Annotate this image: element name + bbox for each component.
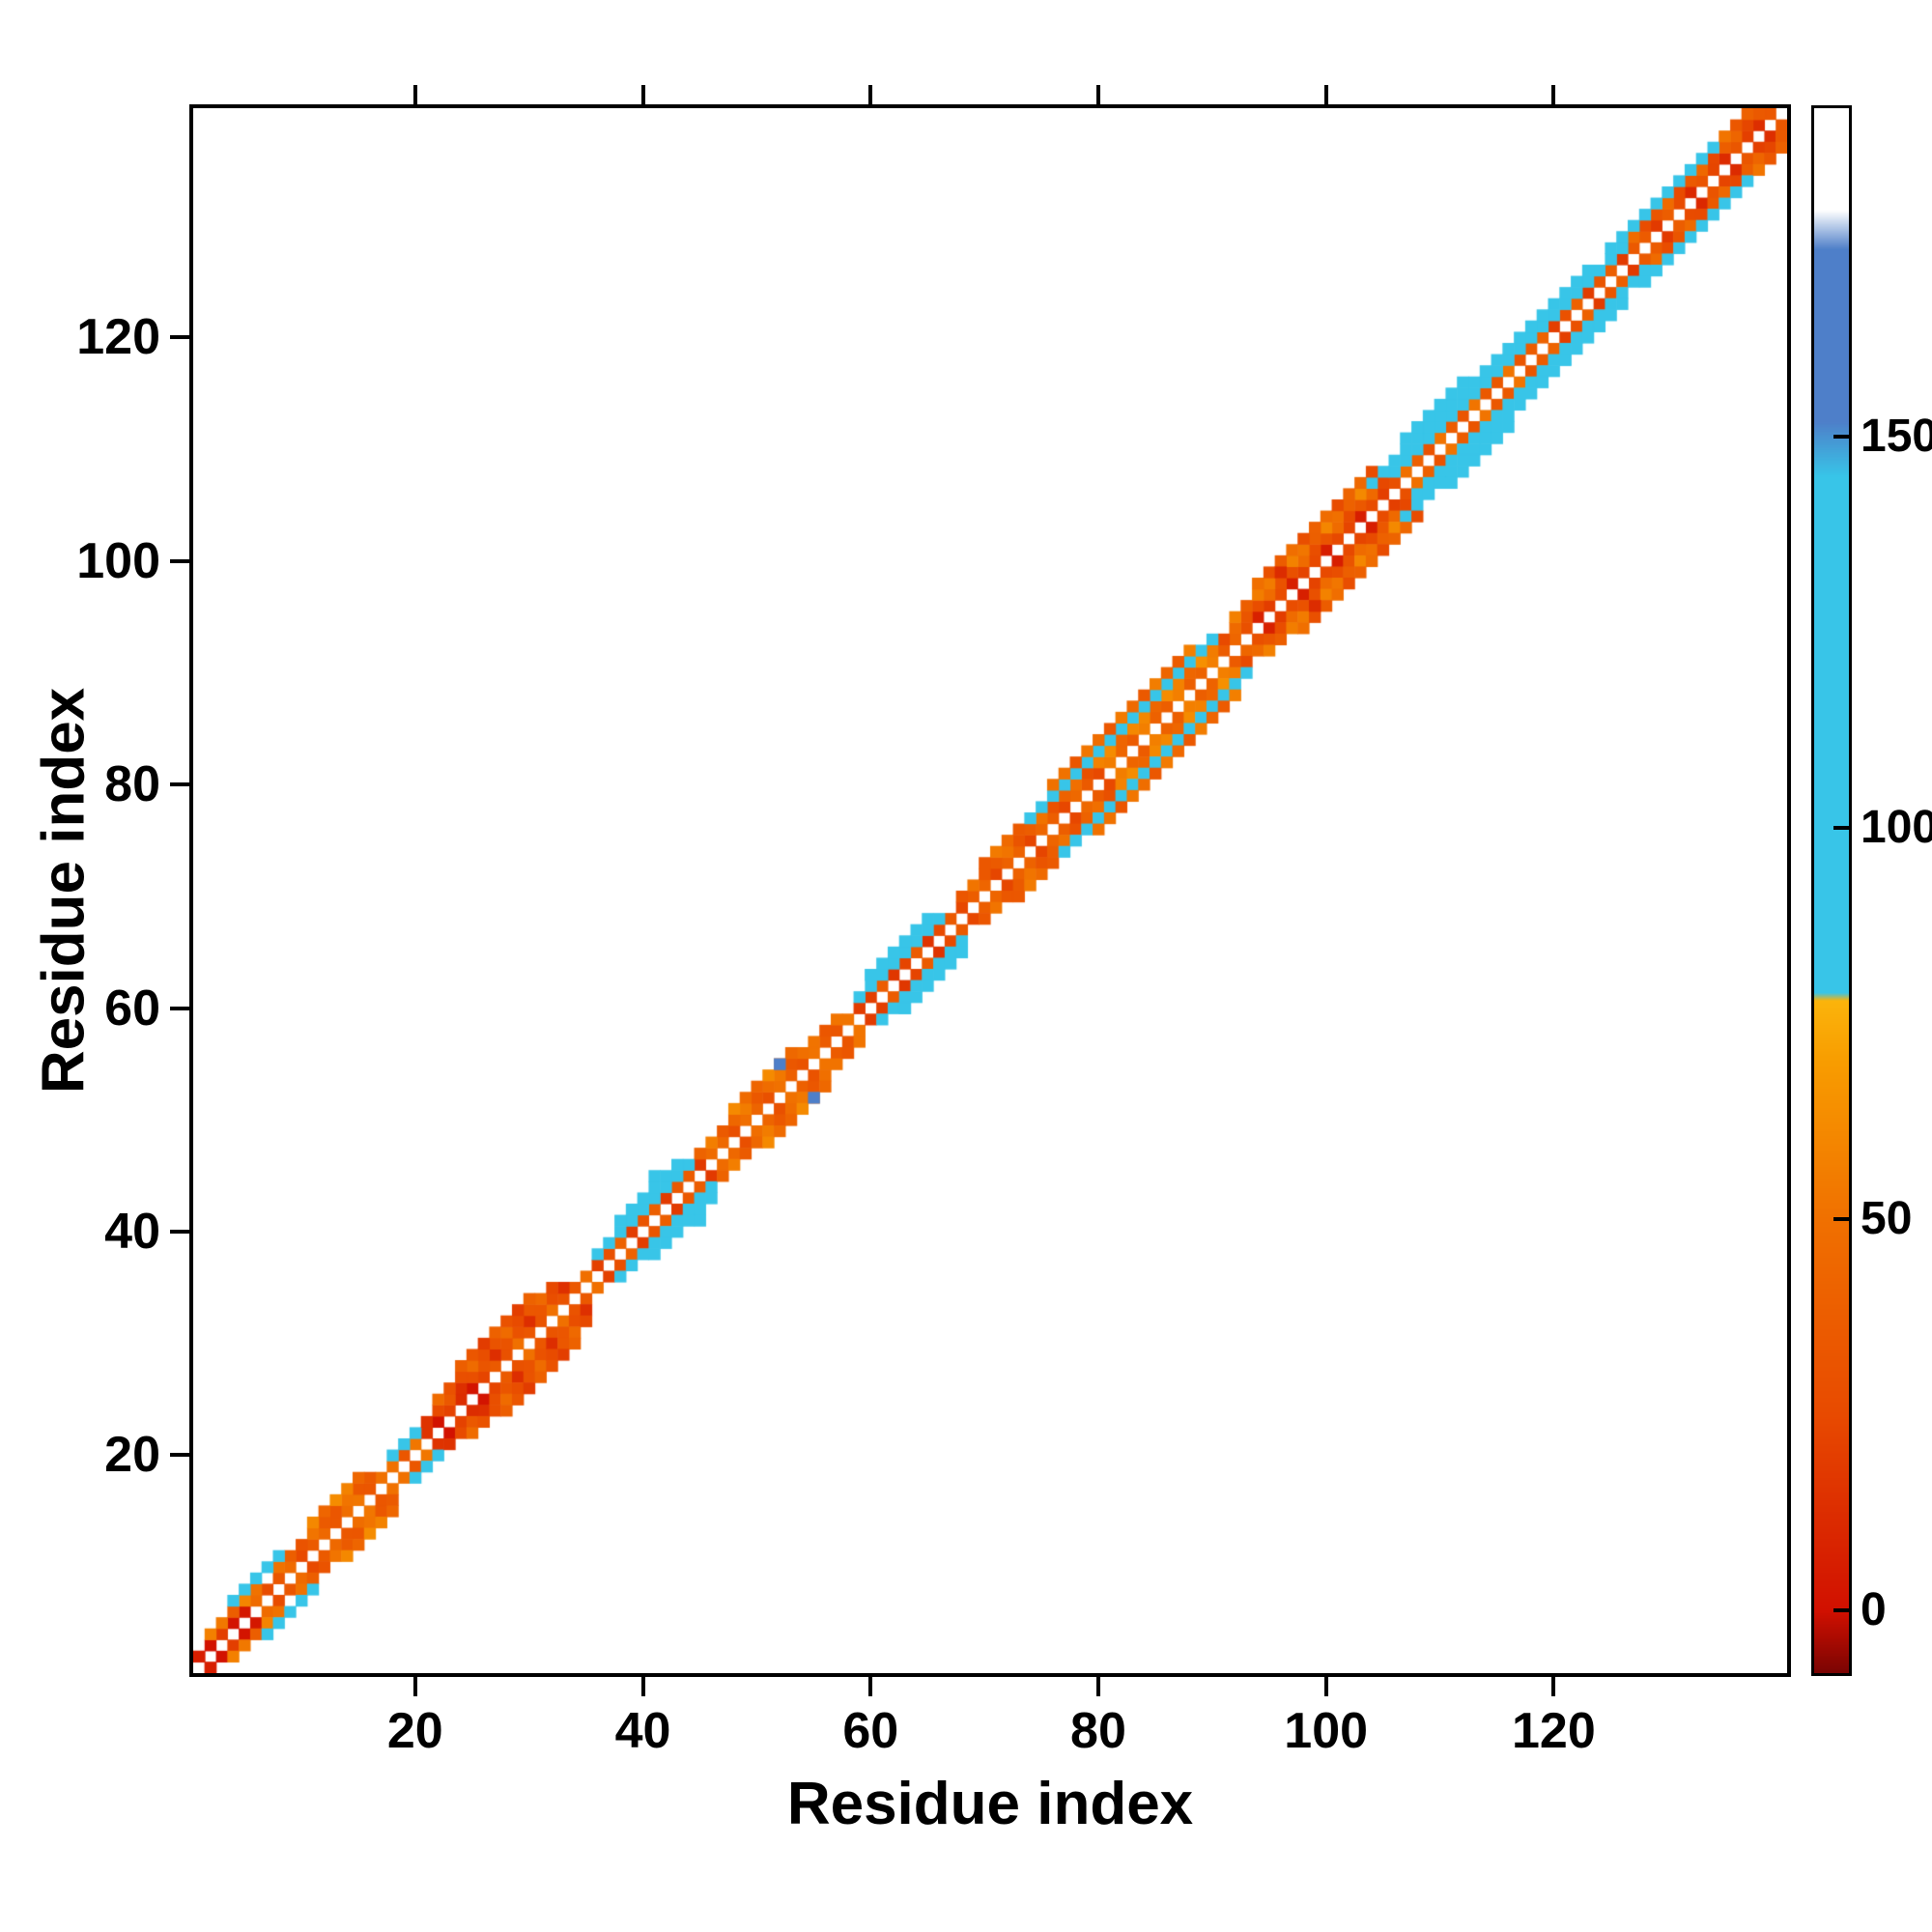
tick-mark xyxy=(1095,1677,1100,1696)
tick-mark xyxy=(170,1229,189,1234)
colorbar-tick-label: 50 xyxy=(1861,1193,1913,1245)
x-tick-label: 60 xyxy=(842,1703,899,1759)
y-tick-label: 100 xyxy=(76,532,160,589)
x-tick-label: 120 xyxy=(1512,1703,1596,1759)
heatmap-canvas xyxy=(193,108,1787,1673)
colorbar-tick-mark xyxy=(1833,826,1849,831)
y-tick-label: 120 xyxy=(76,309,160,366)
tick-mark xyxy=(1551,1677,1556,1696)
colorbar-tick-label: 0 xyxy=(1861,1584,1887,1636)
x-axis-label: Residue index xyxy=(786,1771,1194,1837)
tick-mark xyxy=(1323,85,1328,104)
colorbar-tick-label: 150 xyxy=(1861,411,1932,463)
y-tick-label: 20 xyxy=(104,1427,160,1484)
colorbar-tick-mark xyxy=(1833,1217,1849,1222)
colorbar-tick-mark xyxy=(1833,435,1849,440)
tick-mark xyxy=(170,782,189,787)
tick-mark xyxy=(170,558,189,563)
tick-mark xyxy=(412,85,417,104)
tick-mark xyxy=(170,1453,189,1458)
y-tick-label: 80 xyxy=(104,756,160,813)
y-axis-label: Residue index xyxy=(30,687,98,1094)
plot-frame xyxy=(189,104,1791,1677)
tick-mark xyxy=(640,85,645,104)
colorbar-tick-mark xyxy=(1833,1608,1849,1613)
x-tick-label: 40 xyxy=(614,1703,671,1759)
tick-mark xyxy=(412,1677,417,1696)
tick-mark xyxy=(170,1006,189,1010)
colorbar-canvas xyxy=(1814,108,1849,1673)
tick-mark xyxy=(170,335,189,340)
colorbar-tick-label: 100 xyxy=(1861,802,1932,854)
x-tick-label: 100 xyxy=(1284,1703,1369,1759)
tick-mark xyxy=(868,85,873,104)
tick-mark xyxy=(640,1677,645,1696)
tick-mark xyxy=(1095,85,1100,104)
tick-mark xyxy=(1323,1677,1328,1696)
x-tick-label: 80 xyxy=(1070,1703,1126,1759)
x-tick-label: 20 xyxy=(386,1703,443,1759)
tick-mark xyxy=(868,1677,873,1696)
y-tick-label: 60 xyxy=(104,980,160,1037)
tick-mark xyxy=(1551,85,1556,104)
colorbar-frame xyxy=(1811,105,1852,1676)
y-tick-label: 40 xyxy=(104,1203,160,1260)
